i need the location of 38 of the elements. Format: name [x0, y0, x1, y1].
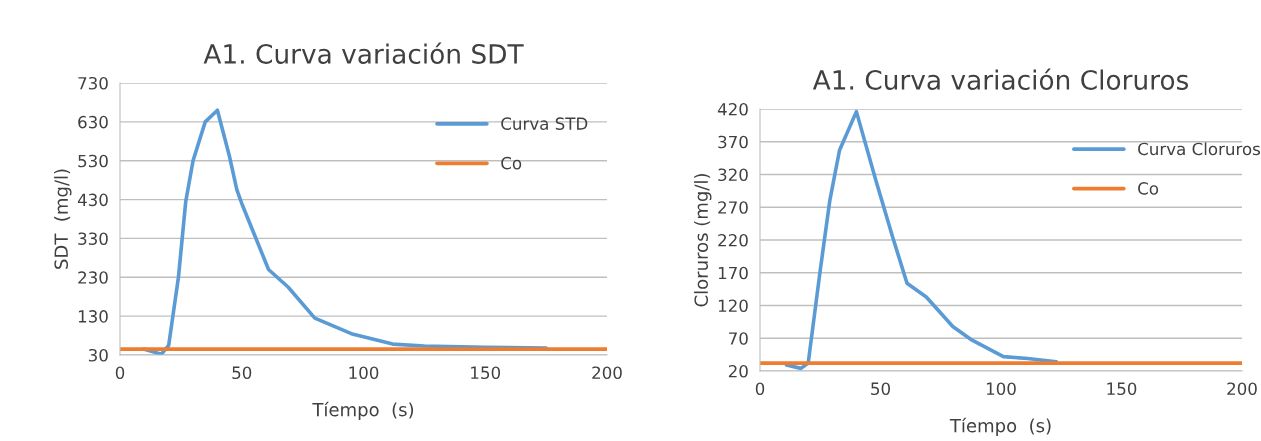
y-tick-label: 730 [78, 76, 108, 90]
y-axis-title: Cloruros (mg/l) [694, 174, 712, 307]
y-tick-label: 130 [78, 310, 108, 323]
y-tick-label: 30 [88, 348, 108, 362]
chart-title: A1. Curva variación Cloruros [812, 68, 1189, 90]
y-tick-label: 420 [717, 102, 748, 116]
y-tick-label: 630 [78, 115, 108, 129]
y-tick-label: 430 [77, 193, 108, 207]
x-tick-label: 150 [471, 366, 501, 380]
y-tick-label: 270 [718, 201, 748, 214]
y-tick-label: 20 [728, 364, 748, 378]
y-tick-label: 330 [78, 232, 108, 245]
x-axis-title: Tíempo (s) [312, 401, 414, 420]
legend-label: Co [1138, 182, 1159, 195]
y-tick-label: 320 [718, 168, 748, 182]
x-tick-label: 150 [1107, 382, 1137, 396]
x-tick-label: 200 [592, 366, 622, 380]
y-tick-label: 70 [729, 332, 748, 345]
legend-label: Curva Cloruros [1138, 142, 1261, 156]
x-tick-label: 50 [871, 382, 890, 396]
x-tick-label: 100 [349, 366, 379, 380]
y-tick-label: 370 [718, 135, 748, 149]
y-tick-label: 120 [718, 299, 748, 313]
line-series [784, 109, 1059, 371]
x-tick-label: 0 [755, 382, 765, 396]
y-tick-label: 170 [718, 266, 748, 280]
x-tick-label: 0 [115, 366, 125, 380]
x-tick-label: 100 [986, 382, 1016, 396]
y-tick-label: 230 [78, 271, 108, 284]
y-axis-title: SDT (mg/l) [54, 169, 72, 269]
x-tick-label: 200 [1227, 382, 1257, 396]
chart-title: A1. Curva variación SDT [203, 42, 524, 64]
legend-label: Co [501, 156, 522, 170]
x-axis-title: Tíempo (s) [949, 417, 1051, 436]
legend-label: Curva STD [501, 117, 588, 130]
y-tick-label: 220 [718, 233, 748, 247]
x-tick-label: 50 [232, 366, 252, 380]
y-tick-label: 530 [78, 154, 108, 168]
